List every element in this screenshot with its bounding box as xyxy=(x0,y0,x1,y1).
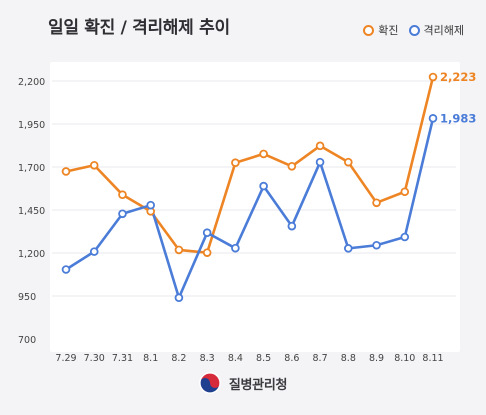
legend-item-confirmed: 확진 xyxy=(363,22,399,38)
data-point xyxy=(202,228,212,238)
series-line-confirmed xyxy=(64,75,435,254)
legend-marker-confirmed xyxy=(363,24,375,36)
data-point xyxy=(89,247,99,256)
data-point xyxy=(259,149,268,159)
y-tick-label: 1,700 xyxy=(18,163,45,174)
data-point xyxy=(287,221,297,231)
x-tick-label: 8.10 xyxy=(394,353,415,364)
x-tick-label: 8.8 xyxy=(341,353,356,364)
x-tick-label: 7.30 xyxy=(84,353,105,364)
chart-legend: 확진 격리해제 xyxy=(353,22,464,38)
data-label: 1,983 xyxy=(440,111,476,125)
x-tick-label: 8.9 xyxy=(369,353,384,364)
data-point xyxy=(315,157,325,167)
data-point xyxy=(61,167,71,176)
data-point xyxy=(118,209,127,219)
data-point xyxy=(400,187,410,197)
data-point xyxy=(344,157,353,167)
data-point xyxy=(174,245,184,255)
data-point xyxy=(287,162,297,171)
x-tick-label: 8.2 xyxy=(171,353,186,364)
legend-marker-released xyxy=(408,24,420,36)
data-point xyxy=(315,141,325,151)
footer-org-name: 질병관리청 xyxy=(228,377,288,393)
data-point xyxy=(344,244,353,253)
x-tick-label: 8.4 xyxy=(228,353,243,364)
x-tick-label: 8.7 xyxy=(313,353,328,364)
data-point xyxy=(118,190,127,199)
data-point xyxy=(89,160,99,170)
y-tick-label: 700 xyxy=(18,335,36,346)
y-tick-label: 1,200 xyxy=(18,249,45,260)
x-tick-label: 8.3 xyxy=(200,353,215,364)
data-point xyxy=(372,240,381,250)
data-point xyxy=(428,114,438,123)
data-point xyxy=(400,232,410,242)
data-point xyxy=(146,200,155,210)
x-tick-label: 8.1 xyxy=(143,353,158,364)
data-point xyxy=(231,243,240,253)
data-point xyxy=(61,265,71,274)
y-tick-label: 1,950 xyxy=(18,120,45,131)
y-tick-label: 2,200 xyxy=(18,77,45,88)
data-point xyxy=(174,293,184,303)
y-tick-label: 1,450 xyxy=(18,206,45,217)
data-point xyxy=(428,72,438,82)
x-tick-label: 8.5 xyxy=(256,353,271,364)
data-label: 2,223 xyxy=(440,70,476,84)
y-tick-label: 950 xyxy=(18,292,36,303)
data-point xyxy=(231,158,240,168)
x-tick-label: 7.31 xyxy=(112,353,133,364)
legend-item-released: 격리해제 xyxy=(408,22,464,38)
data-point xyxy=(259,181,268,191)
legend-label-released: 격리해제 xyxy=(423,24,464,37)
legend-label-confirmed: 확진 xyxy=(378,24,399,37)
x-tick-label: 8.11 xyxy=(422,353,443,364)
x-tick-label: 8.6 xyxy=(284,353,299,364)
data-point xyxy=(372,198,381,208)
footer: 질병관리청 xyxy=(0,372,486,394)
x-tick-label: 7.29 xyxy=(55,353,76,364)
series-line-released xyxy=(64,117,435,300)
chart-title: 일일 확진 / 격리해제 추이 xyxy=(48,18,230,38)
data-point xyxy=(202,248,212,257)
taeguk-emblem-icon xyxy=(199,372,221,394)
